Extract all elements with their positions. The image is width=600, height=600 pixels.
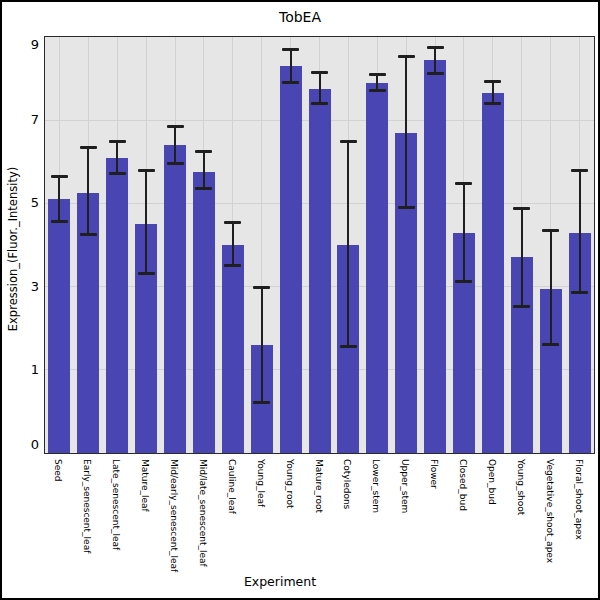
x-tick-label: Mature_root: [314, 459, 324, 513]
error-bar-cap-bottom: [167, 162, 184, 165]
error-bar-cap-bottom: [398, 206, 415, 209]
y-tick-label: 5: [2, 195, 39, 211]
error-bar-cap-bottom: [253, 401, 270, 404]
bar-Mid/late_senescent_leaf: [193, 172, 215, 453]
error-bar-cap-bottom: [369, 89, 386, 92]
error-bar-cap-top: [311, 71, 328, 74]
bar-Seed: [48, 199, 70, 453]
error-bar-cap-top: [513, 207, 530, 210]
x-tick-label: Floral_shoot_apex: [574, 459, 584, 540]
error-bar-cap-top: [340, 140, 357, 143]
error-bar-cap-bottom: [542, 343, 559, 346]
error-bar-line: [347, 141, 349, 347]
error-bar-line: [58, 176, 60, 222]
error-bar-cap-top: [51, 175, 68, 178]
bar-Flower: [424, 60, 446, 453]
error-bar-cap-top: [484, 80, 501, 83]
x-tick-label: Late_senescent_leaf: [111, 459, 121, 550]
x-tick-label: Mid/late_senescent_leaf: [198, 459, 208, 567]
chart-title: TobEA: [2, 9, 598, 25]
error-bar-cap-top: [369, 73, 386, 76]
error-bar-cap-top: [80, 146, 97, 149]
x-tick-label: Vegetative_shoot_apex: [545, 459, 555, 563]
error-bar-cap-bottom: [80, 233, 97, 236]
y-tick-label: 7: [2, 112, 39, 128]
y-tick-label: 3: [2, 279, 39, 295]
error-bar-line: [579, 170, 581, 293]
x-tick-label: Lower_stem: [371, 459, 381, 513]
x-tick-label: Young_shoot: [516, 459, 526, 515]
error-bar-line: [174, 126, 176, 163]
x-tick-label: Early_senescent_leaf: [82, 459, 92, 553]
error-bar-cap-top: [167, 125, 184, 128]
error-bar-cap-bottom: [311, 102, 328, 105]
plot-area: [44, 36, 595, 454]
error-bar-cap-bottom: [138, 272, 155, 275]
bar-Late_senescent_leaf: [106, 158, 128, 453]
error-bar-cap-top: [455, 182, 472, 185]
error-bar-cap-bottom: [455, 280, 472, 283]
error-bar-cap-bottom: [195, 187, 212, 190]
error-bar-line: [434, 47, 436, 74]
error-bar-cap-bottom: [571, 291, 588, 294]
error-bar-line: [232, 222, 234, 266]
error-bar-cap-bottom: [340, 345, 357, 348]
error-bar-line: [405, 56, 407, 208]
error-bar-line: [145, 170, 147, 274]
x-tick-label: Cotyledons: [342, 459, 352, 509]
error-bar-cap-top: [398, 55, 415, 58]
error-bar-line: [492, 81, 494, 104]
x-tick-label: Young_root: [285, 459, 295, 508]
x-tick-label: Flower: [429, 459, 439, 489]
error-bar-line: [290, 49, 292, 82]
error-bar-line: [203, 151, 205, 188]
x-tick-label: Open_bud: [487, 459, 497, 505]
error-bar-cap-bottom: [282, 81, 299, 84]
error-bar-line: [116, 141, 118, 174]
error-bar-cap-bottom: [513, 305, 530, 308]
x-tick-label: Cauline_leaf: [227, 459, 237, 514]
x-axis-label: Experiment: [2, 574, 558, 589]
error-bar-line: [521, 208, 523, 308]
x-tick-label: Seed: [53, 459, 63, 482]
chart-figure: TobEA Expression_(Fluor._Intensity) Expe…: [0, 0, 600, 600]
y-tick-label: 9: [2, 37, 39, 53]
y-tick-label: 0: [2, 437, 39, 453]
bar-Open_bud: [482, 93, 504, 453]
error-bar-cap-bottom: [484, 102, 501, 105]
bar-Lower_stem: [366, 83, 388, 453]
x-tick-label: Mid/early_senescent_leaf: [169, 459, 179, 572]
error-bar-cap-top: [195, 150, 212, 153]
y-axis-label: Expression_(Fluor._Intensity): [6, 167, 20, 331]
error-bar-cap-top: [224, 221, 241, 224]
x-tick-label: Closed_bud: [458, 459, 468, 511]
error-bar-cap-top: [253, 286, 270, 289]
error-bar-cap-top: [571, 169, 588, 172]
error-bar-cap-top: [427, 46, 444, 49]
error-bar-cap-top: [109, 140, 126, 143]
bar-Young_root: [280, 66, 302, 453]
error-bar-line: [87, 147, 89, 234]
bar-Mature_root: [309, 89, 331, 453]
error-bar-cap-bottom: [224, 264, 241, 267]
error-bar-line: [261, 287, 263, 403]
bar-Cauline_leaf: [222, 245, 244, 453]
bar-Mid/early_senescent_leaf: [164, 145, 186, 453]
y-tick-label: 1: [2, 362, 39, 378]
x-tick-label: Upper_stem: [400, 459, 410, 513]
error-bar-cap-top: [138, 169, 155, 172]
error-bar-cap-bottom: [427, 72, 444, 75]
error-bar-cap-bottom: [109, 172, 126, 175]
error-bar-line: [550, 230, 552, 344]
error-bar-line: [319, 72, 321, 103]
x-tick-label: Mature_leaf: [140, 459, 150, 512]
error-bar-cap-top: [542, 229, 559, 232]
x-tick-label: Young_leaf: [256, 459, 266, 507]
error-bar-cap-bottom: [51, 220, 68, 223]
error-bar-line: [463, 183, 465, 283]
